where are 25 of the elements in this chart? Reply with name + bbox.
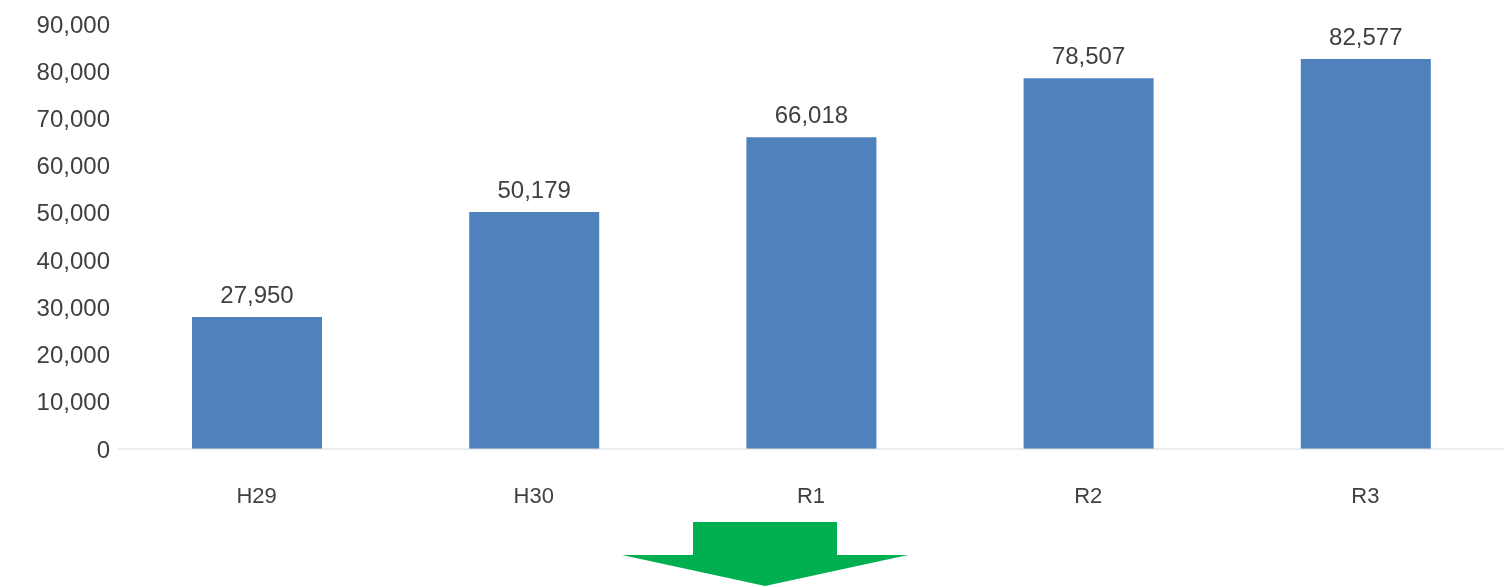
y-tick-label: 90,000 (36, 10, 110, 38)
bar (469, 212, 600, 449)
x-tick-label: R2 (1074, 482, 1103, 508)
data-label: 27,950 (220, 281, 294, 309)
y-tick-label: 40,000 (36, 246, 110, 274)
data-label: 78,507 (1051, 42, 1126, 70)
x-tick-label: R1 (796, 482, 826, 508)
y-tick-label: 20,000 (36, 341, 110, 369)
x-tick-label: R3 (1351, 482, 1380, 508)
bar (746, 137, 877, 449)
y-tick-label: 70,000 (36, 104, 110, 132)
bar (1023, 78, 1154, 449)
data-label: 82,577 (1329, 23, 1403, 51)
y-tick-label: 30,000 (36, 293, 110, 321)
y-tick-label: 60,000 (36, 152, 110, 180)
data-label: 66,018 (774, 101, 849, 129)
y-tick-label: 10,000 (36, 388, 110, 416)
y-tick-label: 80,000 (36, 57, 110, 85)
y-tick-label: 0 (96, 435, 110, 463)
x-tick-label: H30 (513, 482, 554, 508)
data-label: 50,179 (497, 176, 571, 204)
x-tick-label: H29 (236, 482, 277, 508)
y-tick-label: 50,000 (36, 199, 110, 227)
bar (192, 317, 322, 449)
bar (1300, 59, 1431, 449)
